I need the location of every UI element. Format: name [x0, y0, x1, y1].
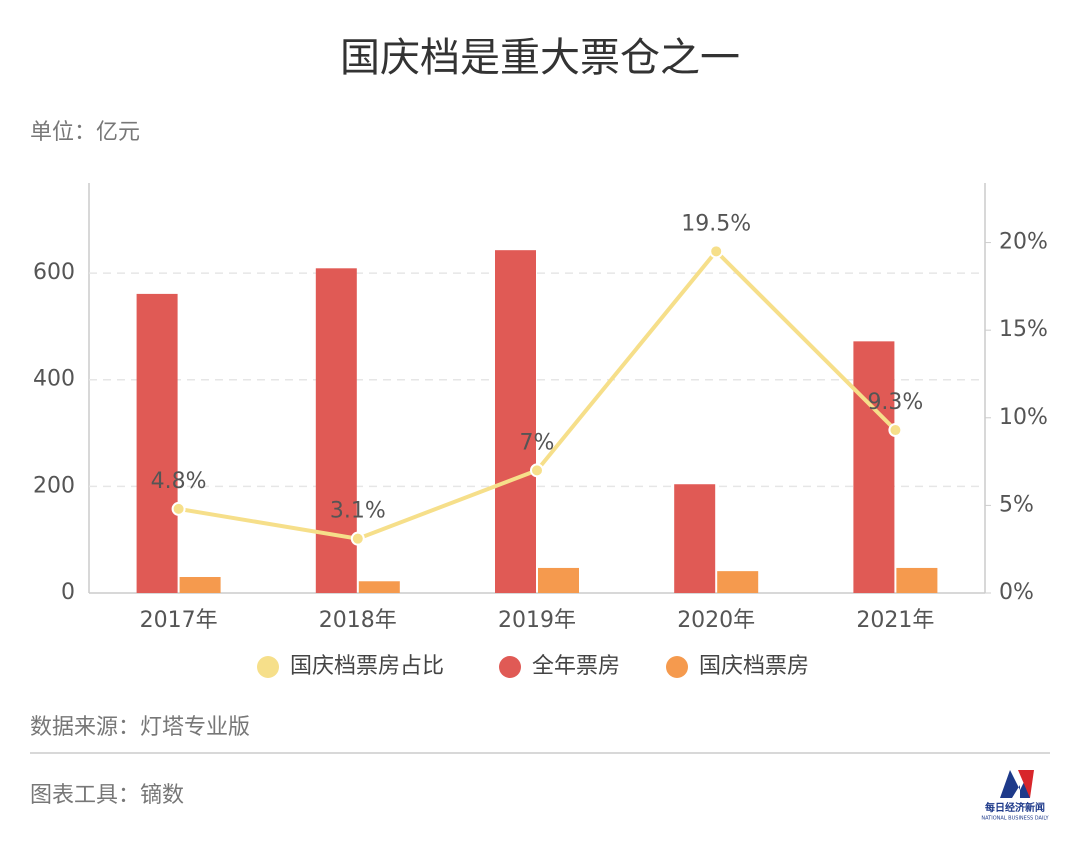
- line: [178, 248, 897, 541]
- data-label: 19.5%: [681, 211, 751, 236]
- legend-marker: [666, 656, 688, 678]
- bar: [315, 268, 357, 593]
- bar: [136, 293, 178, 593]
- bar: [495, 250, 536, 593]
- point: [709, 244, 724, 259]
- point: [350, 531, 365, 546]
- bar: [896, 567, 938, 593]
- y2-tick-label: 5%: [999, 492, 1034, 517]
- data-label: 9.3%: [867, 390, 923, 415]
- bar: [853, 341, 895, 593]
- data-label: 3.1%: [330, 499, 386, 524]
- y2-tick-label: 20%: [999, 230, 1048, 255]
- bar: [538, 567, 579, 593]
- source: 数据来源：灯塔专业版: [30, 715, 250, 740]
- legend-label: 全年票房: [532, 654, 620, 679]
- chart-title: 国庆档是重大票仓之一: [340, 35, 740, 81]
- y-tick-label: 200: [33, 473, 75, 498]
- logo-icon: [1000, 770, 1030, 798]
- x-tick-label: 2018年: [319, 608, 397, 633]
- tool: 图表工具：镝数: [30, 783, 184, 808]
- point: [171, 501, 186, 516]
- bar: [358, 581, 400, 593]
- bar: [717, 571, 759, 593]
- bar: [179, 577, 221, 593]
- legend-marker: [499, 656, 521, 678]
- logo-subtitle: NATIONAL BUSINESS DAILY: [981, 816, 1049, 822]
- y-tick-label: 600: [33, 260, 75, 285]
- data-label: 7%: [520, 430, 555, 455]
- logo-name: 每日经济新闻: [985, 801, 1045, 814]
- x-tick-label: 2021年: [856, 608, 934, 633]
- legend-label: 国庆档票房占比: [290, 654, 444, 679]
- y-tick-label: 400: [33, 367, 75, 392]
- x-tick-label: 2017年: [140, 608, 218, 633]
- point: [888, 423, 903, 438]
- y2-tick-label: 0%: [999, 580, 1034, 605]
- unit-label: 单位：亿元: [30, 120, 140, 145]
- legend-label: 国庆档票房: [699, 654, 809, 679]
- data-label: 4.8%: [151, 469, 207, 494]
- x-tick-label: 2020年: [677, 608, 755, 633]
- y-tick-label: 0: [61, 580, 75, 605]
- y2-tick-label: 15%: [999, 317, 1048, 342]
- y2-tick-label: 10%: [999, 405, 1048, 430]
- logo-icon: [1018, 770, 1034, 798]
- bar: [674, 484, 716, 593]
- point: [530, 463, 544, 478]
- legend-marker: [257, 656, 279, 678]
- x-tick-label: 2019年: [498, 608, 576, 633]
